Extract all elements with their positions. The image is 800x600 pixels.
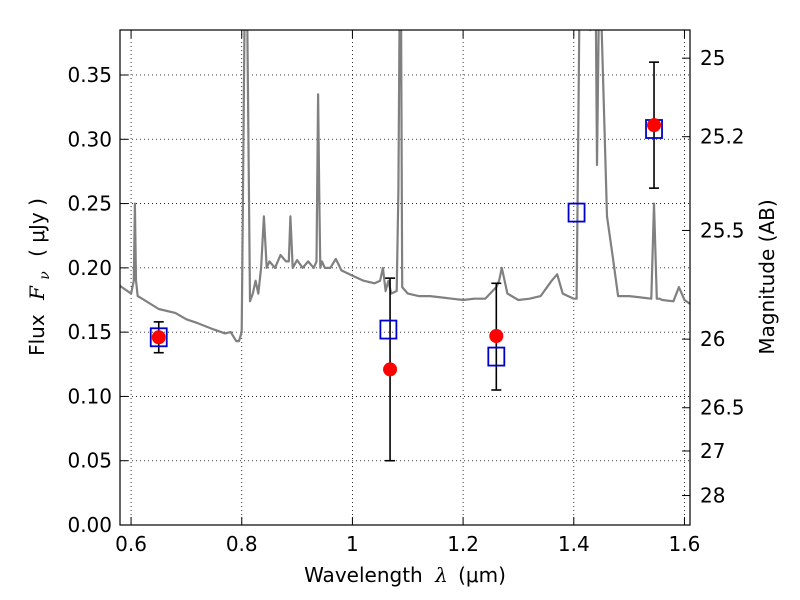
y2-tick-label: 25.5 [700, 218, 745, 242]
y-tick-label: 0.20 [67, 256, 112, 280]
y-axis-label-prefix: Flux [25, 314, 49, 356]
y2-tick-label: 27 [700, 439, 725, 463]
y-tick-label: 0.35 [67, 63, 112, 87]
y2-tick-label: 25.2 [700, 125, 745, 149]
y2-tick-label: 26 [700, 327, 725, 351]
x-tick-label: 0.6 [115, 532, 147, 556]
y-tick-label: 0.10 [67, 384, 112, 408]
x-tick-label: 1.2 [447, 532, 479, 556]
y2-tick-label: 28 [700, 484, 725, 508]
y-axis-label: Flux F ν ( μJy ) [25, 198, 54, 356]
x-axis-ticks: 0.6 0.8 1 1.2 1.4 1.6 [115, 30, 700, 556]
observed-point [489, 329, 504, 343]
y-tick-label: 0.15 [67, 320, 112, 344]
y2-axis-ticks: 25 25.2 25.5 26 26.5 27 28 [682, 46, 745, 508]
y2-tick-label: 26.5 [700, 396, 745, 420]
model-square-marker [567, 202, 586, 223]
y-tick-label: 0.25 [67, 192, 112, 216]
model-square-marker [487, 346, 506, 367]
x-tick-label: 1.6 [669, 532, 701, 556]
y-axis-label-subscript: ν [37, 271, 53, 280]
y-axis-label-symbol: F [25, 285, 49, 301]
observed-point [383, 362, 398, 377]
spectrum-layer [120, 30, 690, 343]
observed-point [647, 118, 662, 133]
y-tick-label: 0.05 [67, 449, 112, 473]
y2-axis-label: Magnitude (AB) [755, 199, 779, 354]
x-axis-label-unit: (μm) [458, 563, 506, 587]
x-tick-label: 1.4 [558, 532, 590, 556]
spectrum-line [120, 30, 690, 343]
plot-background [120, 30, 690, 525]
y2-tick-label: 25 [700, 46, 725, 70]
plot-frame [119, 29, 691, 526]
y-axis-ticks: 0.00 0.05 0.10 0.15 0.20 0.25 0.30 0.35 [67, 63, 128, 537]
observed-point-layer [151, 118, 662, 377]
model-square-marker [379, 319, 398, 340]
x-tick-label: 1 [346, 532, 359, 556]
y-tick-label: 0.30 [67, 127, 112, 151]
y-axis-label-unit: ( μJy ) [25, 198, 49, 257]
x-tick-label: 0.8 [226, 532, 258, 556]
x-axis-label-prefix: Wavelength [304, 563, 423, 587]
model-square-marker [149, 327, 168, 348]
y-tick-label: 0.00 [67, 513, 112, 537]
observed-point [151, 330, 166, 345]
x-axis-label: Wavelength λ (μm) [304, 563, 506, 587]
x-axis-label-symbol: λ [434, 563, 448, 587]
